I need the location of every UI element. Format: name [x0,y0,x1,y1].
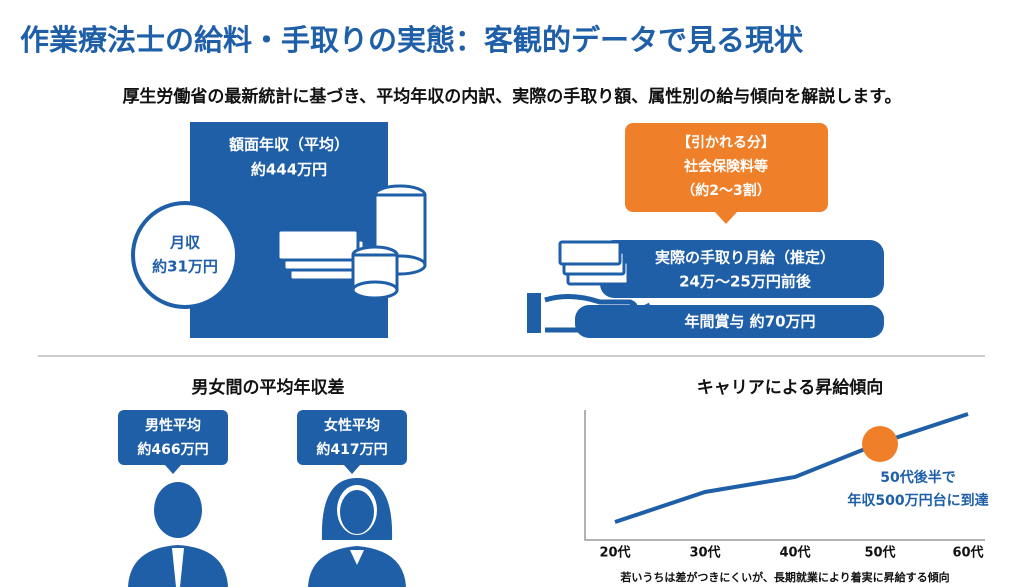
pointer [344,465,360,474]
annual-value: 約444万円 [251,161,327,179]
female-value: 約417万円 [316,441,387,458]
career-title: キャリアによる昇給傾向 [697,377,884,398]
male-label: 男性平均 [145,417,201,434]
subtitle: 厚生労働省の最新統計に基づき、平均年収の内訳、実際の手取り額、属性別の給与傾向を… [122,86,901,107]
male-value: 約466万円 [137,441,208,458]
pointer [165,465,181,474]
monthly-circle [131,201,239,309]
x-label: 30代 [689,545,720,561]
gender-title: 男女間の平均年収差 [192,377,345,398]
female-bubble [297,410,407,465]
takehome-value: 24万〜25万円前後 [679,273,812,291]
bonus-label: 年間賞与 約70万円 [684,313,815,331]
trend-line [614,412,969,524]
takehome-label: 実際の手取り月給（推定） [655,249,835,267]
title: 作業療法士の給料・手取りの実態：客観的データで見る現状 [20,23,804,57]
female-label: 女性平均 [324,417,380,434]
highlight-dot [862,426,898,462]
male-bubble [118,410,228,465]
annotation: 50代後半で [880,469,955,486]
annual-label: 額面年収（平均） [228,136,349,154]
female-icon [308,478,406,587]
x-label: 50代 [864,545,895,561]
monthly-value: 約31万円 [152,258,218,276]
career-note: 若いうちは差がつきにくいが、長期就業により着実に昇給する傾向 [620,570,949,584]
money-icon [276,184,427,300]
hand-icon [527,240,652,333]
x-label: 20代 [599,545,630,561]
male-icon [128,482,228,587]
axes [584,410,985,541]
deduction-ratio: （約2〜3割） [681,182,770,199]
pointer [715,212,737,224]
deduction-box [625,123,828,212]
bonus-box [575,305,884,338]
deduction-label: 【引かれる分】 [677,135,775,151]
x-label: 40代 [779,545,810,561]
x-label: 60代 [952,545,983,561]
monthly-label: 月収 [169,234,201,252]
annotation: 年収500万円台に到達 [847,492,988,509]
deduction-item: 社会保険料等 [683,158,768,175]
takehome-box [600,240,884,298]
